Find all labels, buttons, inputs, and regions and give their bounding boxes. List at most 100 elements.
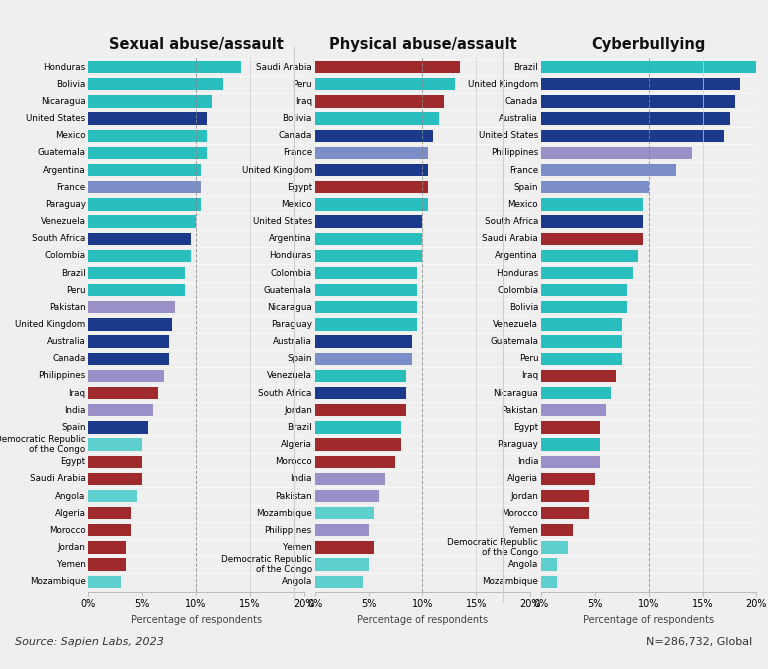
Bar	[541, 559, 557, 571]
Bar	[541, 541, 568, 554]
Bar	[88, 147, 207, 159]
Bar	[315, 404, 406, 416]
Bar	[88, 541, 126, 554]
Bar	[541, 233, 644, 245]
Bar	[88, 473, 142, 485]
Bar	[88, 524, 131, 537]
Bar	[315, 541, 374, 554]
Bar	[88, 559, 126, 571]
Bar	[541, 301, 627, 314]
Bar	[315, 507, 374, 519]
Bar	[88, 198, 201, 211]
Bar	[541, 250, 638, 262]
Bar	[541, 473, 595, 485]
Bar	[541, 95, 735, 108]
Bar	[315, 421, 401, 434]
Bar	[88, 318, 172, 330]
Bar	[315, 473, 385, 485]
Bar	[541, 284, 627, 296]
Bar	[315, 250, 422, 262]
Bar	[88, 61, 241, 74]
Bar	[315, 130, 433, 142]
Bar	[315, 284, 417, 296]
X-axis label: Percentage of respondents: Percentage of respondents	[131, 615, 262, 625]
Title: Physical abuse/assault: Physical abuse/assault	[329, 37, 516, 52]
Bar	[315, 164, 428, 176]
Bar	[88, 250, 190, 262]
Bar	[315, 198, 428, 211]
Bar	[315, 78, 455, 90]
Title: Cyberbullying: Cyberbullying	[591, 37, 706, 52]
Bar	[88, 112, 207, 125]
Bar	[315, 233, 422, 245]
Bar	[88, 301, 174, 314]
Bar	[315, 438, 401, 451]
Text: N=286,732, Global: N=286,732, Global	[647, 638, 753, 647]
Bar	[541, 267, 633, 279]
Bar	[541, 490, 590, 502]
Bar	[88, 507, 131, 519]
Bar	[315, 112, 439, 125]
Bar	[88, 95, 212, 108]
Bar	[315, 456, 396, 468]
Bar	[315, 370, 406, 382]
Bar	[541, 438, 601, 451]
Bar	[88, 335, 169, 348]
Bar	[88, 404, 153, 416]
Bar	[315, 95, 444, 108]
Bar	[88, 370, 164, 382]
Bar	[315, 490, 379, 502]
Title: Sexual abuse/assault: Sexual abuse/assault	[108, 37, 283, 52]
X-axis label: Percentage of respondents: Percentage of respondents	[357, 615, 488, 625]
Bar	[315, 61, 460, 74]
Bar	[88, 456, 142, 468]
Bar	[541, 198, 644, 211]
Bar	[88, 575, 121, 588]
Bar	[315, 181, 428, 193]
Bar	[541, 421, 601, 434]
Bar	[315, 353, 412, 365]
Bar	[88, 267, 185, 279]
Bar	[88, 490, 137, 502]
Bar	[541, 61, 756, 74]
Bar	[541, 318, 622, 330]
Bar	[541, 215, 644, 227]
Bar	[88, 164, 201, 176]
Bar	[88, 130, 207, 142]
Bar	[541, 130, 724, 142]
Bar	[541, 387, 611, 399]
Bar	[315, 215, 422, 227]
Bar	[315, 575, 363, 588]
Bar	[315, 387, 406, 399]
Bar	[315, 267, 417, 279]
Text: Source: Sapien Labs, 2023: Source: Sapien Labs, 2023	[15, 638, 164, 647]
X-axis label: Percentage of respondents: Percentage of respondents	[583, 615, 714, 625]
Bar	[88, 387, 158, 399]
Bar	[315, 559, 369, 571]
Bar	[315, 335, 412, 348]
Bar	[541, 507, 590, 519]
Bar	[88, 353, 169, 365]
Bar	[88, 78, 223, 90]
Bar	[315, 147, 428, 159]
Bar	[88, 181, 201, 193]
Bar	[541, 112, 730, 125]
Bar	[541, 575, 557, 588]
Bar	[541, 335, 622, 348]
Bar	[541, 78, 740, 90]
Bar	[541, 353, 622, 365]
Bar	[88, 215, 196, 227]
Bar	[88, 421, 147, 434]
Bar	[315, 301, 417, 314]
Bar	[541, 181, 649, 193]
Bar	[88, 233, 190, 245]
Bar	[541, 164, 676, 176]
Bar	[541, 147, 692, 159]
Bar	[88, 438, 142, 451]
Bar	[541, 404, 606, 416]
Bar	[88, 284, 185, 296]
Bar	[541, 370, 617, 382]
Bar	[541, 524, 573, 537]
Bar	[315, 524, 369, 537]
Bar	[315, 318, 417, 330]
